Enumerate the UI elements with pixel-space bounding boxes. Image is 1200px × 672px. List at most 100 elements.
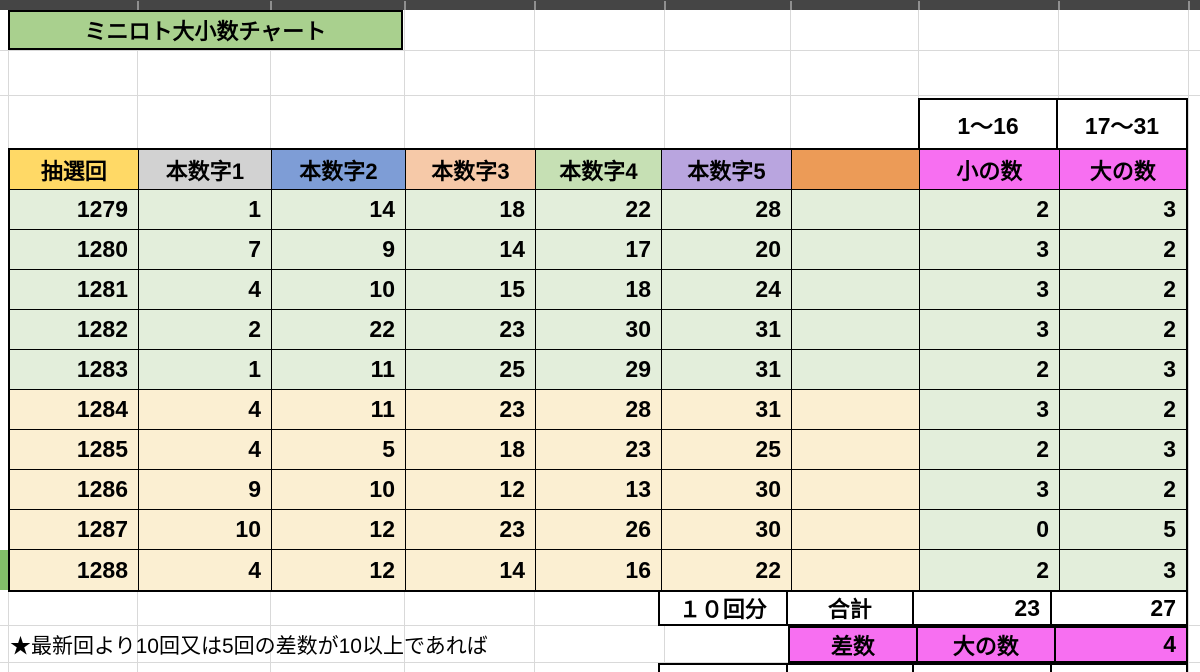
num2-cell[interactable]: 5 (272, 430, 406, 470)
draw-number-cell[interactable]: 1287 (10, 510, 139, 550)
large-count-cell[interactable]: 2 (1060, 270, 1186, 310)
spacer-cell[interactable] (792, 550, 920, 590)
num5-cell[interactable]: 30 (662, 470, 792, 510)
num2-cell[interactable]: 12 (272, 550, 406, 590)
num3-cell[interactable]: 23 (406, 310, 536, 350)
draw-number-cell[interactable]: 1284 (10, 390, 139, 430)
num3-cell[interactable]: 18 (406, 430, 536, 470)
num1-cell[interactable]: 9 (139, 470, 272, 510)
num3-cell[interactable]: 14 (406, 550, 536, 590)
small-count-cell[interactable]: 3 (920, 270, 1060, 310)
num5-cell[interactable]: 30 (662, 510, 792, 550)
large-count-cell[interactable]: 2 (1060, 390, 1186, 430)
num1-cell[interactable]: 4 (139, 550, 272, 590)
page-title[interactable]: ミニロト大小数チャート (8, 10, 403, 50)
spacer-cell[interactable] (792, 470, 920, 510)
spacer-cell[interactable] (792, 350, 920, 390)
num2-cell[interactable]: 22 (272, 310, 406, 350)
num5-cell[interactable]: 24 (662, 270, 792, 310)
num4-cell[interactable]: 13 (536, 470, 662, 510)
num4-cell[interactable]: 23 (536, 430, 662, 470)
num2-cell[interactable]: 10 (272, 270, 406, 310)
spacer-cell[interactable] (792, 270, 920, 310)
draw-number-cell[interactable]: 1282 (10, 310, 139, 350)
num3-header-cell[interactable]: 本数字3 (406, 150, 536, 190)
partial-row-cell[interactable] (914, 665, 1052, 672)
draw-number-cell[interactable]: 1288 (10, 550, 139, 590)
num1-cell[interactable]: 1 (139, 350, 272, 390)
partial-row-cell[interactable] (660, 665, 788, 672)
large-count-cell[interactable]: 3 (1060, 190, 1186, 230)
num1-cell[interactable]: 4 (139, 430, 272, 470)
small-range-cell[interactable]: 1〜16 (920, 100, 1058, 148)
small-count-cell[interactable]: 2 (920, 190, 1060, 230)
diff-result-cell[interactable]: 大の数 (918, 628, 1056, 661)
large-count-cell[interactable]: 2 (1060, 470, 1186, 510)
num3-cell[interactable]: 23 (406, 510, 536, 550)
small-count-cell[interactable]: 2 (920, 550, 1060, 590)
num5-header-cell[interactable]: 本数字5 (662, 150, 792, 190)
num4-cell[interactable]: 22 (536, 190, 662, 230)
draw-number-cell[interactable]: 1283 (10, 350, 139, 390)
small-count-cell[interactable]: 3 (920, 310, 1060, 350)
spacer-cell[interactable] (792, 230, 920, 270)
num5-cell[interactable]: 25 (662, 430, 792, 470)
num1-cell[interactable]: 2 (139, 310, 272, 350)
num5-cell[interactable]: 22 (662, 550, 792, 590)
num5-cell[interactable]: 28 (662, 190, 792, 230)
num1-cell[interactable]: 10 (139, 510, 272, 550)
num2-cell[interactable]: 10 (272, 470, 406, 510)
num4-cell[interactable]: 28 (536, 390, 662, 430)
num5-cell[interactable]: 31 (662, 310, 792, 350)
spacer-cell[interactable] (792, 430, 920, 470)
large-count-cell[interactable]: 5 (1060, 510, 1186, 550)
num4-cell[interactable]: 30 (536, 310, 662, 350)
num2-cell[interactable]: 9 (272, 230, 406, 270)
draw-header-cell[interactable]: 抽選回 (10, 150, 139, 190)
large-count-cell[interactable]: 2 (1060, 230, 1186, 270)
num5-cell[interactable]: 31 (662, 350, 792, 390)
spacer-cell[interactable] (792, 390, 920, 430)
draw-number-cell[interactable]: 1281 (10, 270, 139, 310)
period-cell[interactable]: １０回分 (660, 592, 788, 624)
small-count-header-cell[interactable]: 小の数 (920, 150, 1060, 190)
num4-cell[interactable]: 17 (536, 230, 662, 270)
small-count-cell[interactable]: 3 (920, 230, 1060, 270)
num4-cell[interactable]: 29 (536, 350, 662, 390)
spacer-header-cell[interactable] (792, 150, 920, 190)
num1-cell[interactable]: 4 (139, 390, 272, 430)
small-count-cell[interactable]: 2 (920, 350, 1060, 390)
num1-cell[interactable]: 4 (139, 270, 272, 310)
num4-header-cell[interactable]: 本数字4 (536, 150, 662, 190)
num3-cell[interactable]: 25 (406, 350, 536, 390)
diff-value-cell[interactable]: 4 (1056, 628, 1186, 661)
num2-cell[interactable]: 11 (272, 390, 406, 430)
num5-cell[interactable]: 31 (662, 390, 792, 430)
partial-row-cell[interactable] (1052, 665, 1186, 672)
num4-cell[interactable]: 18 (536, 270, 662, 310)
num1-header-cell[interactable]: 本数字1 (139, 150, 272, 190)
large-count-cell[interactable]: 3 (1060, 350, 1186, 390)
draw-number-cell[interactable]: 1286 (10, 470, 139, 510)
large-total-cell[interactable]: 27 (1052, 592, 1186, 624)
spacer-cell[interactable] (792, 190, 920, 230)
num1-cell[interactable]: 7 (139, 230, 272, 270)
small-count-cell[interactable]: 0 (920, 510, 1060, 550)
small-total-cell[interactable]: 23 (914, 592, 1052, 624)
num3-cell[interactable]: 12 (406, 470, 536, 510)
num4-cell[interactable]: 16 (536, 550, 662, 590)
diff-label-cell[interactable]: 差数 (790, 628, 918, 661)
small-count-cell[interactable]: 2 (920, 430, 1060, 470)
num2-cell[interactable]: 11 (272, 350, 406, 390)
num1-cell[interactable]: 1 (139, 190, 272, 230)
partial-row-cell[interactable] (788, 665, 914, 672)
small-count-cell[interactable]: 3 (920, 390, 1060, 430)
large-count-header-cell[interactable]: 大の数 (1060, 150, 1186, 190)
large-count-cell[interactable]: 2 (1060, 310, 1186, 350)
num2-cell[interactable]: 14 (272, 190, 406, 230)
num4-cell[interactable]: 26 (536, 510, 662, 550)
num3-cell[interactable]: 18 (406, 190, 536, 230)
spacer-cell[interactable] (792, 510, 920, 550)
note-text[interactable]: ★最新回より10回又は5回の差数が10以上であれば (10, 634, 488, 658)
num2-header-cell[interactable]: 本数字2 (272, 150, 406, 190)
